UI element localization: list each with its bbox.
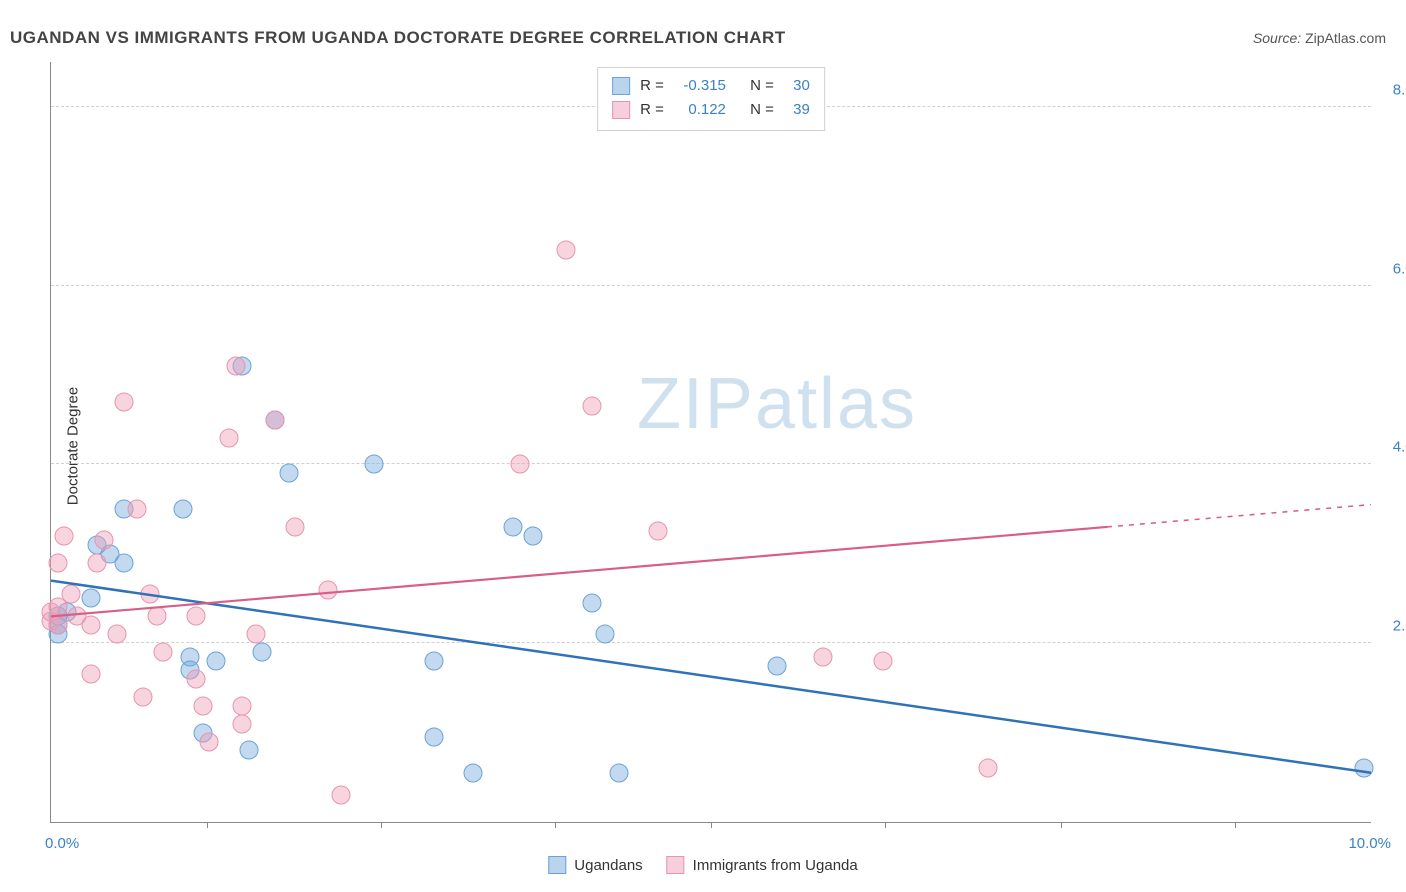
- data-point-ugandans: [424, 652, 443, 671]
- scatter-plot-area: ZIPatlas R = -0.315 N = 30 R = 0.122 N =…: [50, 62, 1371, 823]
- data-point-immigrants: [134, 687, 153, 706]
- data-point-immigrants: [154, 643, 173, 662]
- data-point-ugandans: [114, 553, 133, 572]
- data-point-ugandans: [240, 741, 259, 760]
- x-tick-mark: [1235, 822, 1236, 828]
- stats-n-blue: 30: [784, 74, 810, 98]
- data-point-immigrants: [649, 522, 668, 541]
- watermark-atlas: atlas: [755, 364, 917, 444]
- stats-n-label-2: N =: [750, 98, 774, 122]
- data-point-ugandans: [596, 625, 615, 644]
- data-point-ugandans: [279, 464, 298, 483]
- data-point-immigrants: [220, 428, 239, 447]
- data-point-ugandans: [583, 593, 602, 612]
- data-point-ugandans: [768, 656, 787, 675]
- data-point-immigrants: [233, 714, 252, 733]
- data-point-immigrants: [114, 392, 133, 411]
- data-point-immigrants: [61, 585, 80, 604]
- data-point-immigrants: [81, 665, 100, 684]
- gridline: [51, 642, 1371, 643]
- stats-row-blue: R = -0.315 N = 30: [612, 74, 810, 98]
- data-point-immigrants: [48, 553, 67, 572]
- data-point-ugandans: [365, 455, 384, 474]
- data-point-immigrants: [319, 580, 338, 599]
- source-label: Source:: [1253, 30, 1301, 46]
- legend-label-immigrants: Immigrants from Uganda: [693, 857, 858, 874]
- y-tick-label: 2.0%: [1377, 618, 1406, 635]
- swatch-pink-icon: [612, 101, 630, 119]
- x-tick-mark: [555, 822, 556, 828]
- x-tick-mark: [885, 822, 886, 828]
- data-point-immigrants: [88, 553, 107, 572]
- x-tick-min: 0.0%: [45, 835, 79, 852]
- data-point-immigrants: [187, 669, 206, 688]
- data-point-immigrants: [233, 696, 252, 715]
- stats-r-label-2: R =: [640, 98, 664, 122]
- stats-r-label: R =: [640, 74, 664, 98]
- data-point-ugandans: [253, 643, 272, 662]
- source-value: ZipAtlas.com: [1305, 30, 1386, 46]
- legend-label-ugandans: Ugandans: [574, 857, 642, 874]
- data-point-immigrants: [141, 585, 160, 604]
- legend-item-immigrants: Immigrants from Uganda: [667, 856, 858, 874]
- data-point-immigrants: [873, 652, 892, 671]
- swatch-blue-icon: [612, 77, 630, 95]
- legend-swatch-pink-icon: [667, 856, 685, 874]
- data-point-immigrants: [814, 647, 833, 666]
- stats-r-blue: -0.315: [674, 74, 726, 98]
- legend-swatch-blue-icon: [548, 856, 566, 874]
- data-point-immigrants: [510, 455, 529, 474]
- data-point-immigrants: [147, 607, 166, 626]
- source-attribution: Source: ZipAtlas.com: [1253, 30, 1386, 46]
- watermark-zip: ZIP: [637, 364, 755, 444]
- watermark: ZIPatlas: [637, 363, 917, 445]
- data-point-immigrants: [55, 526, 74, 545]
- data-point-immigrants: [266, 410, 285, 429]
- stats-r-pink: 0.122: [674, 98, 726, 122]
- y-tick-label: 6.0%: [1377, 260, 1406, 277]
- legend-item-ugandans: Ugandans: [548, 856, 642, 874]
- x-tick-max: 10.0%: [1348, 835, 1391, 852]
- data-point-immigrants: [979, 759, 998, 778]
- data-point-immigrants: [94, 531, 113, 550]
- y-tick-label: 4.0%: [1377, 439, 1406, 456]
- x-tick-mark: [711, 822, 712, 828]
- data-point-immigrants: [226, 357, 245, 376]
- y-tick-label: 8.0%: [1377, 81, 1406, 98]
- data-point-ugandans: [81, 589, 100, 608]
- data-point-ugandans: [1355, 759, 1374, 778]
- data-point-immigrants: [556, 240, 575, 259]
- stats-legend: R = -0.315 N = 30 R = 0.122 N = 39: [597, 67, 825, 131]
- data-point-immigrants: [48, 616, 67, 635]
- data-point-immigrants: [200, 732, 219, 751]
- data-point-ugandans: [207, 652, 226, 671]
- stats-n-pink: 39: [784, 98, 810, 122]
- data-point-immigrants: [127, 500, 146, 519]
- x-tick-mark: [1061, 822, 1062, 828]
- stats-n-label: N =: [750, 74, 774, 98]
- data-point-immigrants: [108, 625, 127, 644]
- data-point-ugandans: [464, 763, 483, 782]
- data-point-immigrants: [81, 616, 100, 635]
- data-point-immigrants: [187, 607, 206, 626]
- series-legend: Ugandans Immigrants from Uganda: [548, 856, 857, 874]
- gridline: [51, 285, 1371, 286]
- gridline: [51, 463, 1371, 464]
- x-tick-mark: [381, 822, 382, 828]
- data-point-ugandans: [174, 500, 193, 519]
- stats-row-pink: R = 0.122 N = 39: [612, 98, 810, 122]
- data-point-immigrants: [286, 517, 305, 536]
- data-point-immigrants: [332, 786, 351, 805]
- data-point-ugandans: [609, 763, 628, 782]
- x-tick-mark: [207, 822, 208, 828]
- data-point-ugandans: [523, 526, 542, 545]
- data-point-immigrants: [583, 397, 602, 416]
- chart-title: UGANDAN VS IMMIGRANTS FROM UGANDA DOCTOR…: [10, 28, 786, 48]
- data-point-ugandans: [504, 517, 523, 536]
- data-point-immigrants: [246, 625, 265, 644]
- data-point-ugandans: [424, 728, 443, 747]
- data-point-immigrants: [193, 696, 212, 715]
